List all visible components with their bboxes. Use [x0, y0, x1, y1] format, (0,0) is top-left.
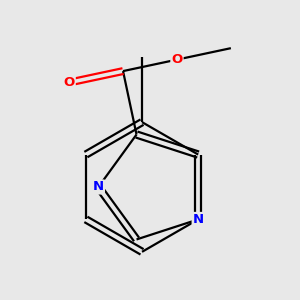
- Text: N: N: [93, 181, 104, 194]
- Text: N: N: [193, 213, 204, 226]
- Text: O: O: [171, 53, 183, 66]
- Text: O: O: [64, 76, 75, 89]
